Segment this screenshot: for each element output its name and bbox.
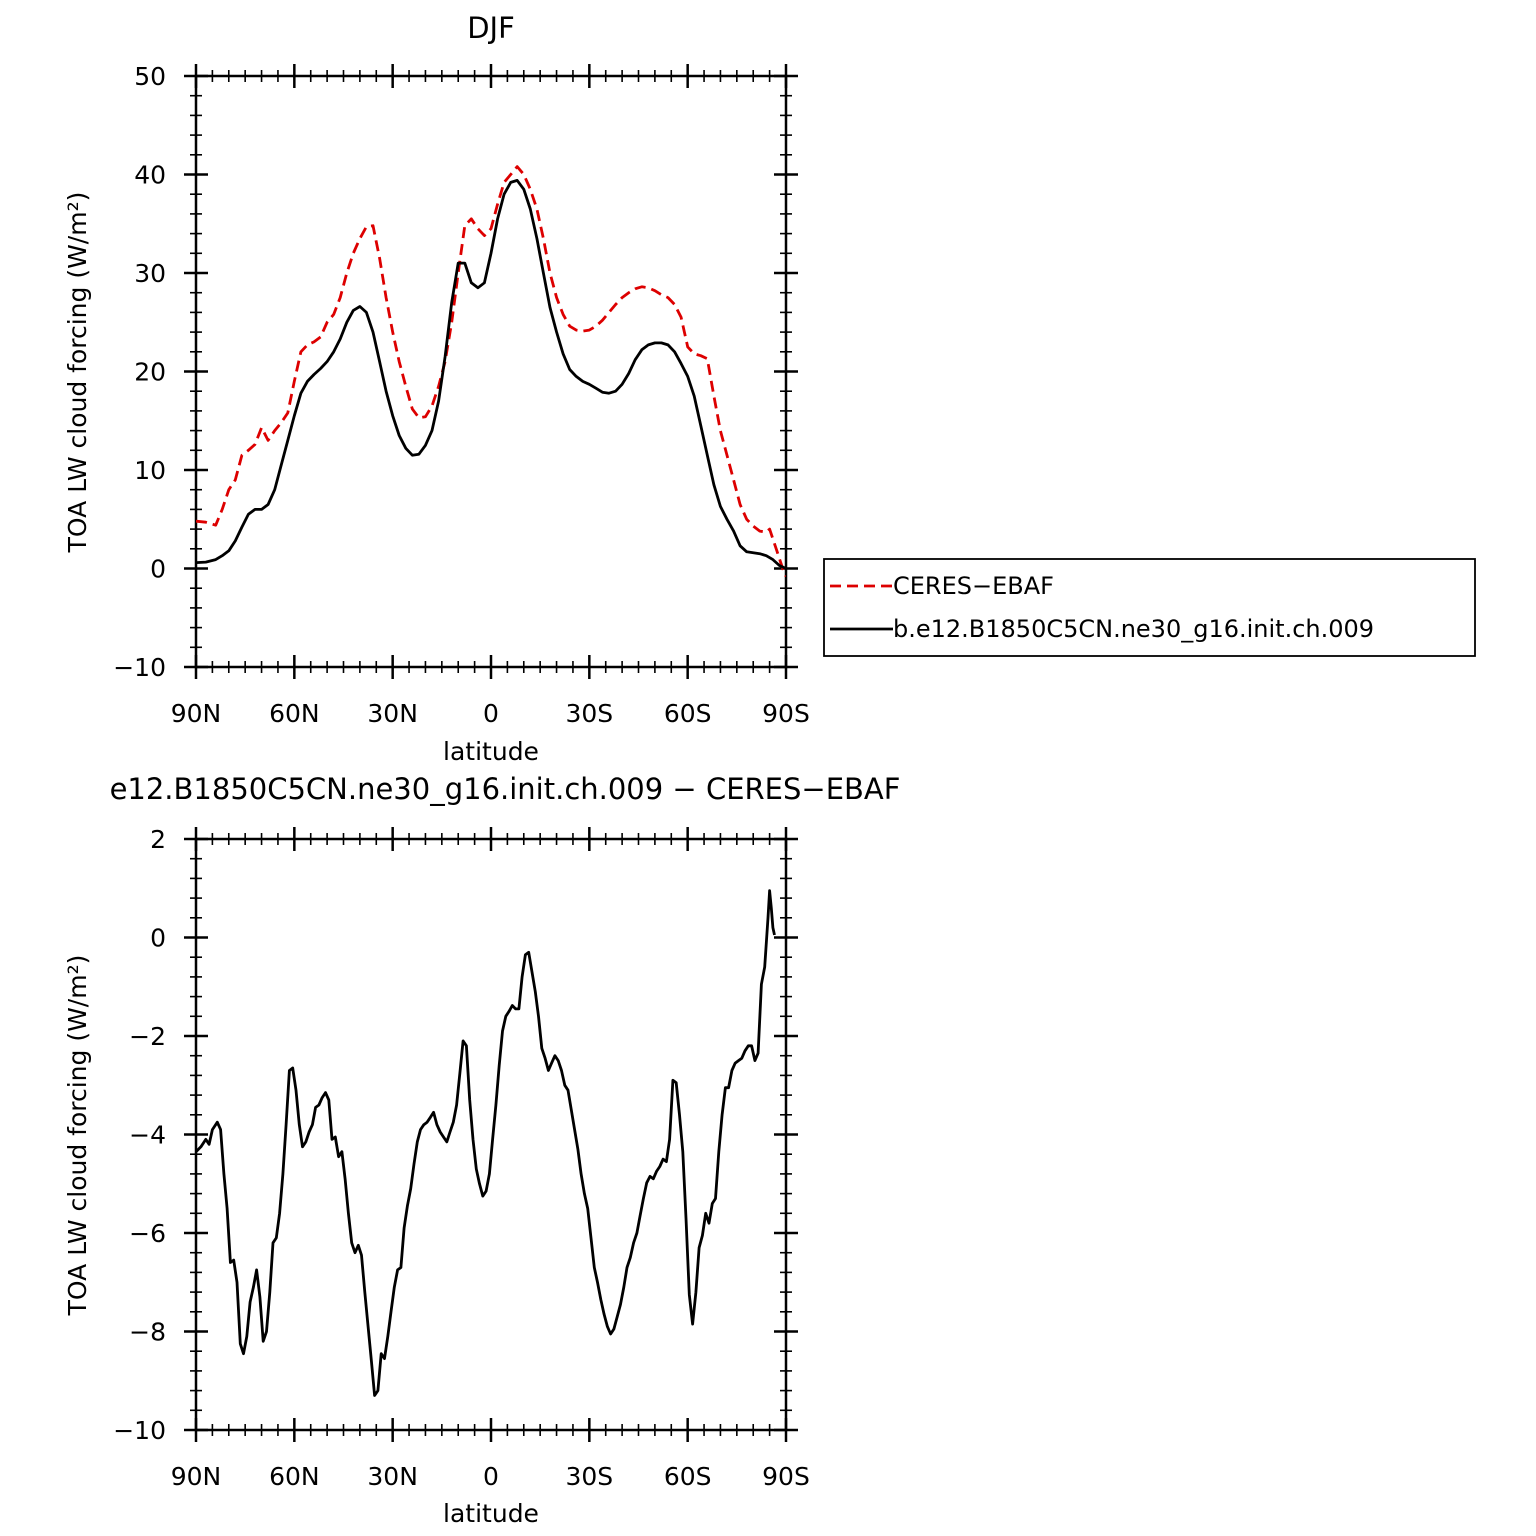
bottom-x-tick-label: 90N: [171, 1462, 222, 1491]
bottom-x-tick-label: 90S: [762, 1462, 810, 1491]
top-x-tick-label: 60N: [269, 699, 320, 728]
top-y-tick-label: −10: [113, 653, 166, 682]
top-panel: DJF 90N 60N 30N 0 30S 60S 90S 50 40 30 20 10 0 −10 la…: [63, 11, 1476, 766]
top-plot-frame: [194, 74, 788, 669]
bottom-plot-area: 90N 60N 30N 0 30S 60S 90S 2 0 −2 −4 −6 −8 −10: [113, 825, 810, 1491]
bottom-panel: e12.B1850C5CN.ne30_g16.init.ch.009 − CER…: [63, 772, 900, 1528]
bottom-x-tick-label: 0: [483, 1462, 499, 1491]
legend-box: [823, 558, 1476, 657]
bottom-panel-title: e12.B1850C5CN.ne30_g16.init.ch.009 − CER…: [110, 772, 901, 806]
top-y-axis-label: TOA LW cloud forcing (W/m²): [63, 192, 92, 554]
bottom-y-tick-label: 2: [150, 825, 166, 854]
top-x-tick-label: 0: [483, 699, 499, 728]
top-x-tick-label: 90N: [171, 699, 222, 728]
bottom-y-tick-label: −4: [129, 1121, 166, 1150]
bottom-y-tick-label: −2: [129, 1022, 166, 1051]
bottom-x-tick-label: 30N: [367, 1462, 418, 1491]
top-y-tick-label: 40: [134, 161, 166, 190]
legend: CERES−EBAF b.e12.B1850C5CN.ne30_g16.init…: [823, 558, 1476, 657]
bottom-y-tick-label: 0: [150, 924, 166, 953]
legend-label-model: b.e12.B1850C5CN.ne30_g16.init.ch.009: [893, 615, 1374, 643]
top-panel-title: DJF: [467, 11, 515, 45]
top-y-tick-label: 30: [134, 259, 166, 288]
top-plot-area: 90N 60N 30N 0 30S 60S 90S 50 40 30 20 10 0 −10: [113, 62, 810, 728]
bottom-x-tick-label: 60S: [664, 1462, 712, 1491]
top-y-tick-label: 0: [150, 555, 166, 584]
top-y-tick-label: 50: [134, 62, 166, 91]
bottom-y-tick-label: −6: [129, 1219, 166, 1248]
bottom-series-line-0: [196, 889, 776, 1397]
top-x-tick-label: 30S: [565, 699, 613, 728]
top-x-tick-label: 30N: [367, 699, 418, 728]
top-x-axis-label: latitude: [443, 737, 539, 766]
legend-label-ceres-ebaf: CERES−EBAF: [893, 572, 1054, 600]
top-y-tick-label: 20: [134, 358, 166, 387]
bottom-x-tick-label: 30S: [565, 1462, 613, 1491]
bottom-x-tick-label: 60N: [269, 1462, 320, 1491]
bottom-y-axis-label: TOA LW cloud forcing (W/m²): [63, 955, 92, 1317]
top-series-line-1: [196, 178, 786, 570]
top-x-tick-label: 90S: [762, 699, 810, 728]
bottom-y-tick-label: −8: [129, 1318, 166, 1347]
bottom-x-axis-label: latitude: [443, 1499, 539, 1528]
top-x-tick-label: 60S: [664, 699, 712, 728]
top-y-tick-label: 10: [134, 456, 166, 485]
bottom-y-tick-label: −10: [113, 1416, 166, 1445]
top-series-line-0: [196, 165, 786, 577]
